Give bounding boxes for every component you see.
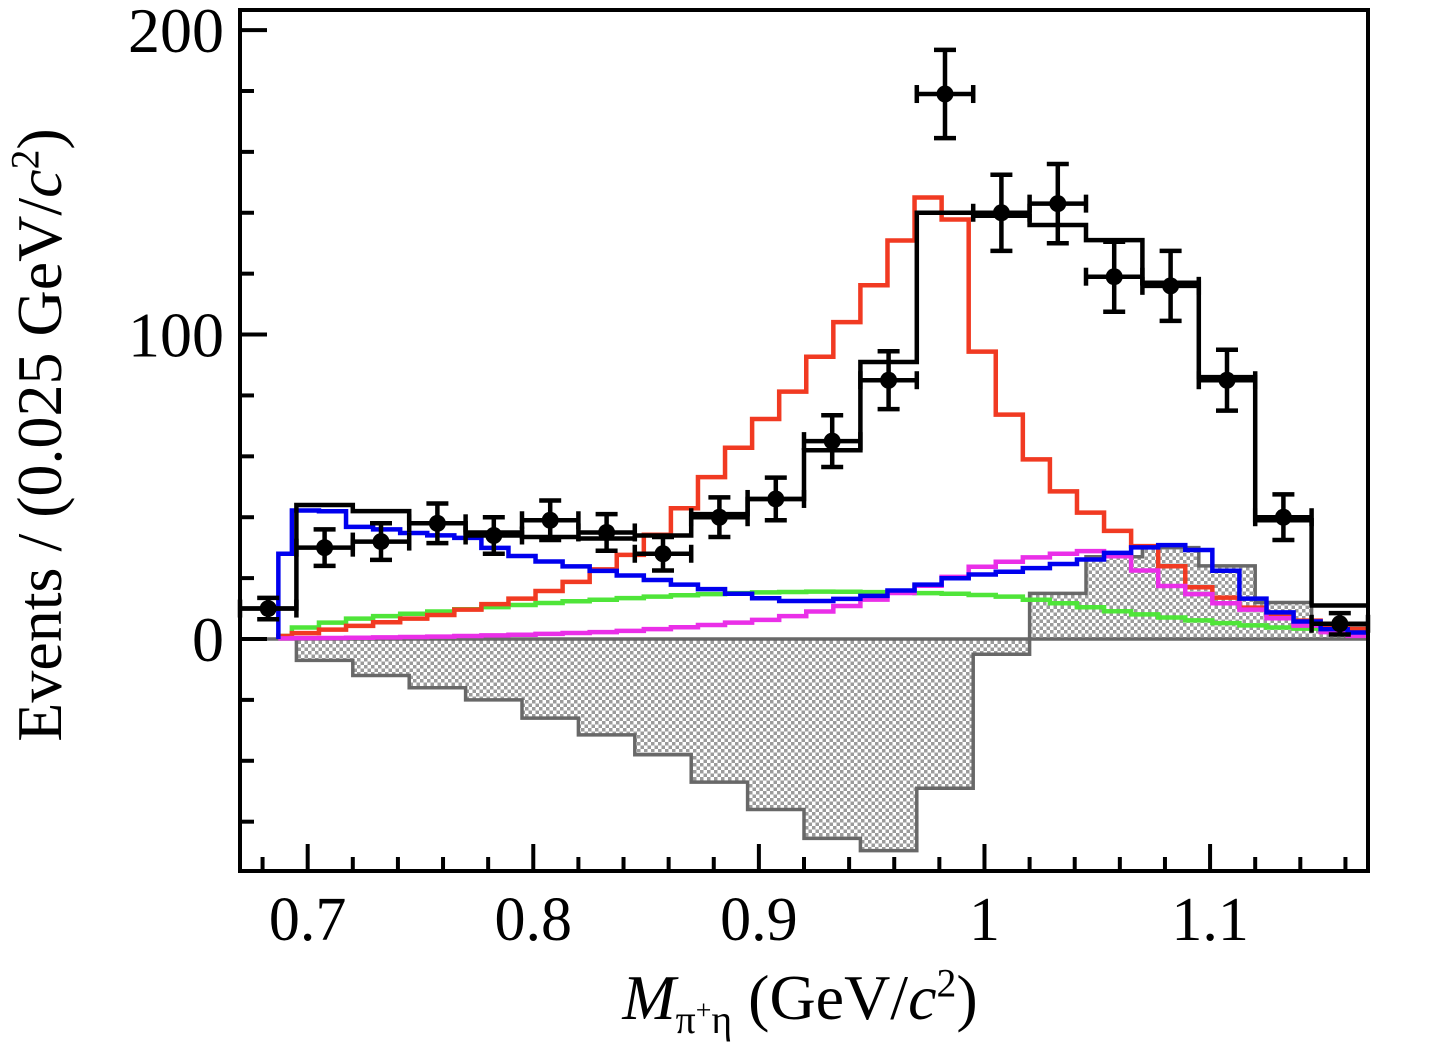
y-axis-title-c: c	[4, 169, 75, 198]
data-point	[1140, 248, 1202, 324]
data-point	[519, 498, 581, 543]
x-axis-title-c: c	[908, 962, 937, 1033]
data-point	[1252, 492, 1314, 543]
y-axis-title: Events / (0.025 GeV/c2)	[3, 128, 77, 741]
data-point	[1196, 347, 1258, 413]
y-tick-label-0: 0	[192, 604, 224, 675]
x-tick-label-0.9: 0.9	[720, 886, 798, 954]
data-point-marker	[428, 514, 446, 532]
x-tick-label-1: 1	[969, 886, 1000, 954]
data-point	[970, 172, 1032, 254]
x-axis-title: Mπ+η (GeV/c2)	[622, 961, 978, 1040]
y-axis-title-exponent: 2	[3, 149, 48, 170]
y-tick-label-200: 200	[128, 0, 224, 66]
data-point	[858, 349, 920, 412]
x-axis-title-units-open: (GeV/	[732, 962, 909, 1033]
signal-red-curve-path	[276, 195, 1368, 640]
x-tick-label-1.1: 1.1	[1171, 886, 1249, 954]
data-point-marker	[1162, 277, 1180, 295]
background-magenta-curve-path	[276, 548, 1368, 641]
data-point-marker	[541, 511, 559, 529]
data-point-marker	[767, 490, 785, 508]
x-tick-label-0.7: 0.7	[269, 886, 347, 954]
data-point	[745, 475, 807, 523]
axis-frame: 0.7 0.8 0.9 1 1.1 0 100 200	[128, 0, 1370, 954]
signal-red-curve	[276, 195, 1368, 640]
data-point-marker	[710, 508, 728, 526]
x-axis-title-exponent: 2	[936, 961, 957, 1006]
data-point-marker	[880, 371, 898, 389]
data-point	[914, 47, 976, 141]
data-point-marker	[1105, 268, 1123, 286]
x-tick-label-0.8: 0.8	[495, 886, 573, 954]
data-point	[1027, 161, 1089, 246]
data-point-marker	[259, 600, 277, 618]
y-tick-label-100: 100	[128, 300, 224, 371]
data-point-marker	[316, 539, 334, 557]
background-blue-curve	[276, 508, 1368, 640]
background-blue-curve-path	[276, 508, 1368, 640]
x-axis-title-close: )	[956, 962, 978, 1033]
data-point-marker	[1274, 508, 1292, 526]
data-point-marker	[1218, 371, 1236, 389]
data-point	[406, 501, 468, 546]
data-point	[632, 534, 694, 573]
data-point	[294, 527, 356, 569]
data-point-marker	[992, 204, 1010, 222]
data-point	[576, 511, 638, 553]
data-point-marker	[823, 432, 841, 450]
data-point-marker	[654, 545, 672, 563]
interference-histogram	[240, 545, 1370, 853]
data-points	[237, 47, 1371, 637]
data-point-marker	[1331, 615, 1349, 633]
data-point	[237, 595, 299, 622]
data-point	[463, 514, 525, 557]
data-point-marker	[485, 526, 503, 544]
x-axis-title-m: M	[622, 962, 676, 1033]
y-axis-title-close: )	[4, 128, 75, 150]
data-point	[688, 495, 750, 540]
data-point-marker	[936, 85, 954, 103]
data-point-marker	[372, 533, 390, 551]
x-axis-title-subscript: π+η	[675, 994, 733, 1042]
data-point	[1083, 239, 1145, 314]
data-point	[801, 412, 863, 470]
data-point-marker	[598, 523, 616, 541]
background-magenta-curve	[276, 548, 1368, 641]
data-point	[350, 521, 412, 563]
interference-histogram-area	[240, 545, 1370, 853]
data-point-marker	[1049, 195, 1067, 213]
y-axis-title-text: Events / (0.025 GeV/	[4, 197, 75, 742]
